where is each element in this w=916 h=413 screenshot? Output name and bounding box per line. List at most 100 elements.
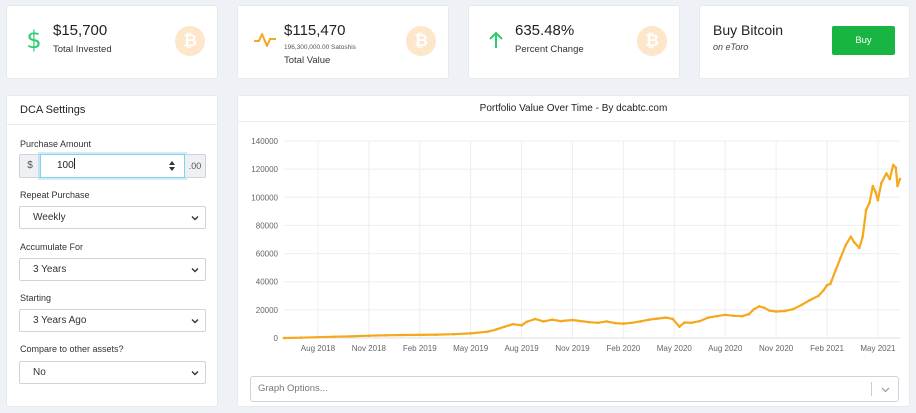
data-point [656,317,659,320]
pulse-icon [254,28,276,52]
compare-assets-select[interactable]: No [19,361,206,384]
chevron-down-icon [191,319,199,324]
repeat-purchase-label: Repeat Purchase [20,190,90,200]
data-point [671,317,674,321]
buy-bitcoin-card: Buy Bitcoin on eToro Buy [699,5,910,79]
x-tick-label: Aug 2020 [708,344,743,353]
data-point [715,314,719,318]
data-point [316,335,320,339]
starting-value: 3 Years Ago [33,315,87,326]
x-tick-label: Feb 2019 [403,344,437,353]
data-point [834,269,837,272]
x-tick-label: May 2019 [453,344,489,353]
total-invested-card: $ $15,700 Total Invested ₿ [6,5,218,79]
data-point [768,309,771,312]
data-point [533,317,537,321]
y-tick-label: 100000 [251,193,278,202]
data-point [639,320,642,323]
data-point [452,332,455,336]
data-point [871,184,875,188]
compare-assets-label: Compare to other assets? [20,344,124,354]
data-point [647,318,651,322]
buy-bitcoin-subtitle: on eToro [713,42,749,52]
y-tick-label: 40000 [256,278,279,287]
data-point [435,333,439,336]
data-point [849,235,853,238]
data-point [683,321,686,324]
data-point [299,336,303,340]
starting-label: Starting [20,293,52,303]
y-tick-label: 80000 [256,221,279,230]
portfolio-chart: 0 20000 40000 60000 80000 100000 120000 140000 A… [251,137,902,353]
svg-text:$: $ [26,28,41,52]
data-point [791,307,795,311]
purchase-amount-input[interactable]: 100 [40,154,185,178]
data-point [876,198,880,202]
data-point [880,181,883,185]
data-point [844,243,847,247]
data-point [401,333,405,337]
x-tick-label: Feb 2020 [606,344,640,353]
divider [871,382,872,396]
data-point [857,246,861,250]
x-tick-label: May 2020 [657,344,693,353]
accumulate-for-value: 3 Years [33,264,67,275]
data-point [762,306,766,310]
data-point [550,318,554,322]
data-point [825,283,829,287]
data-point [898,177,902,181]
repeat-purchase-select[interactable]: Weekly [19,206,206,229]
data-point [605,320,608,323]
data-point [282,336,286,340]
chevron-down-icon [191,371,199,376]
data-point [469,332,472,335]
data-point [571,318,574,322]
buy-button[interactable]: Buy [832,26,895,55]
data-point [678,325,681,329]
data-point [689,321,693,325]
percent-change-label: Percent Change [515,44,584,55]
data-point [852,241,856,244]
data-point [503,325,506,329]
x-tick-label: May 2021 [860,344,896,353]
accumulate-for-select[interactable]: 3 Years [19,258,206,281]
purchase-amount-label: Purchase Amount [20,139,92,149]
data-point [613,321,617,325]
data-point [839,256,842,260]
data-point [783,309,786,313]
spinner-icon[interactable] [169,160,175,172]
data-point [861,235,864,238]
dollar-icon: $ [23,28,45,52]
data-point [630,321,634,325]
starting-select[interactable]: 3 Years Ago [19,309,206,332]
data-point [896,184,899,188]
data-point [418,333,422,337]
percent-change-value: 635.48% [515,22,575,39]
total-value-value: $115,470 [284,22,346,39]
x-tick-label: Nov 2019 [555,344,590,353]
data-point [752,307,756,311]
data-point [559,319,562,323]
data-point [664,316,668,319]
data-point [888,177,892,181]
chevron-down-icon [191,268,199,273]
data-point [894,166,898,170]
data-point [732,314,735,318]
data-point [525,320,528,324]
data-point [864,208,868,212]
data-point [874,190,877,193]
data-point [333,335,337,339]
satoshis-value: 196,300,000.00 Satoshis [284,44,356,51]
data-point [800,303,803,307]
currency-prefix: $ [19,154,40,178]
data-point [822,288,825,292]
purchase-amount-value: 100 [57,160,74,171]
x-tick-label: Nov 2018 [352,344,387,353]
total-invested-value: $15,700 [53,22,108,39]
chevron-down-icon [881,387,890,393]
data-point [367,334,371,338]
graph-options-select[interactable]: Graph Options... [250,376,899,402]
data-point [698,319,702,323]
data-point [622,322,625,325]
bitcoin-icon: ₿ [637,26,667,56]
